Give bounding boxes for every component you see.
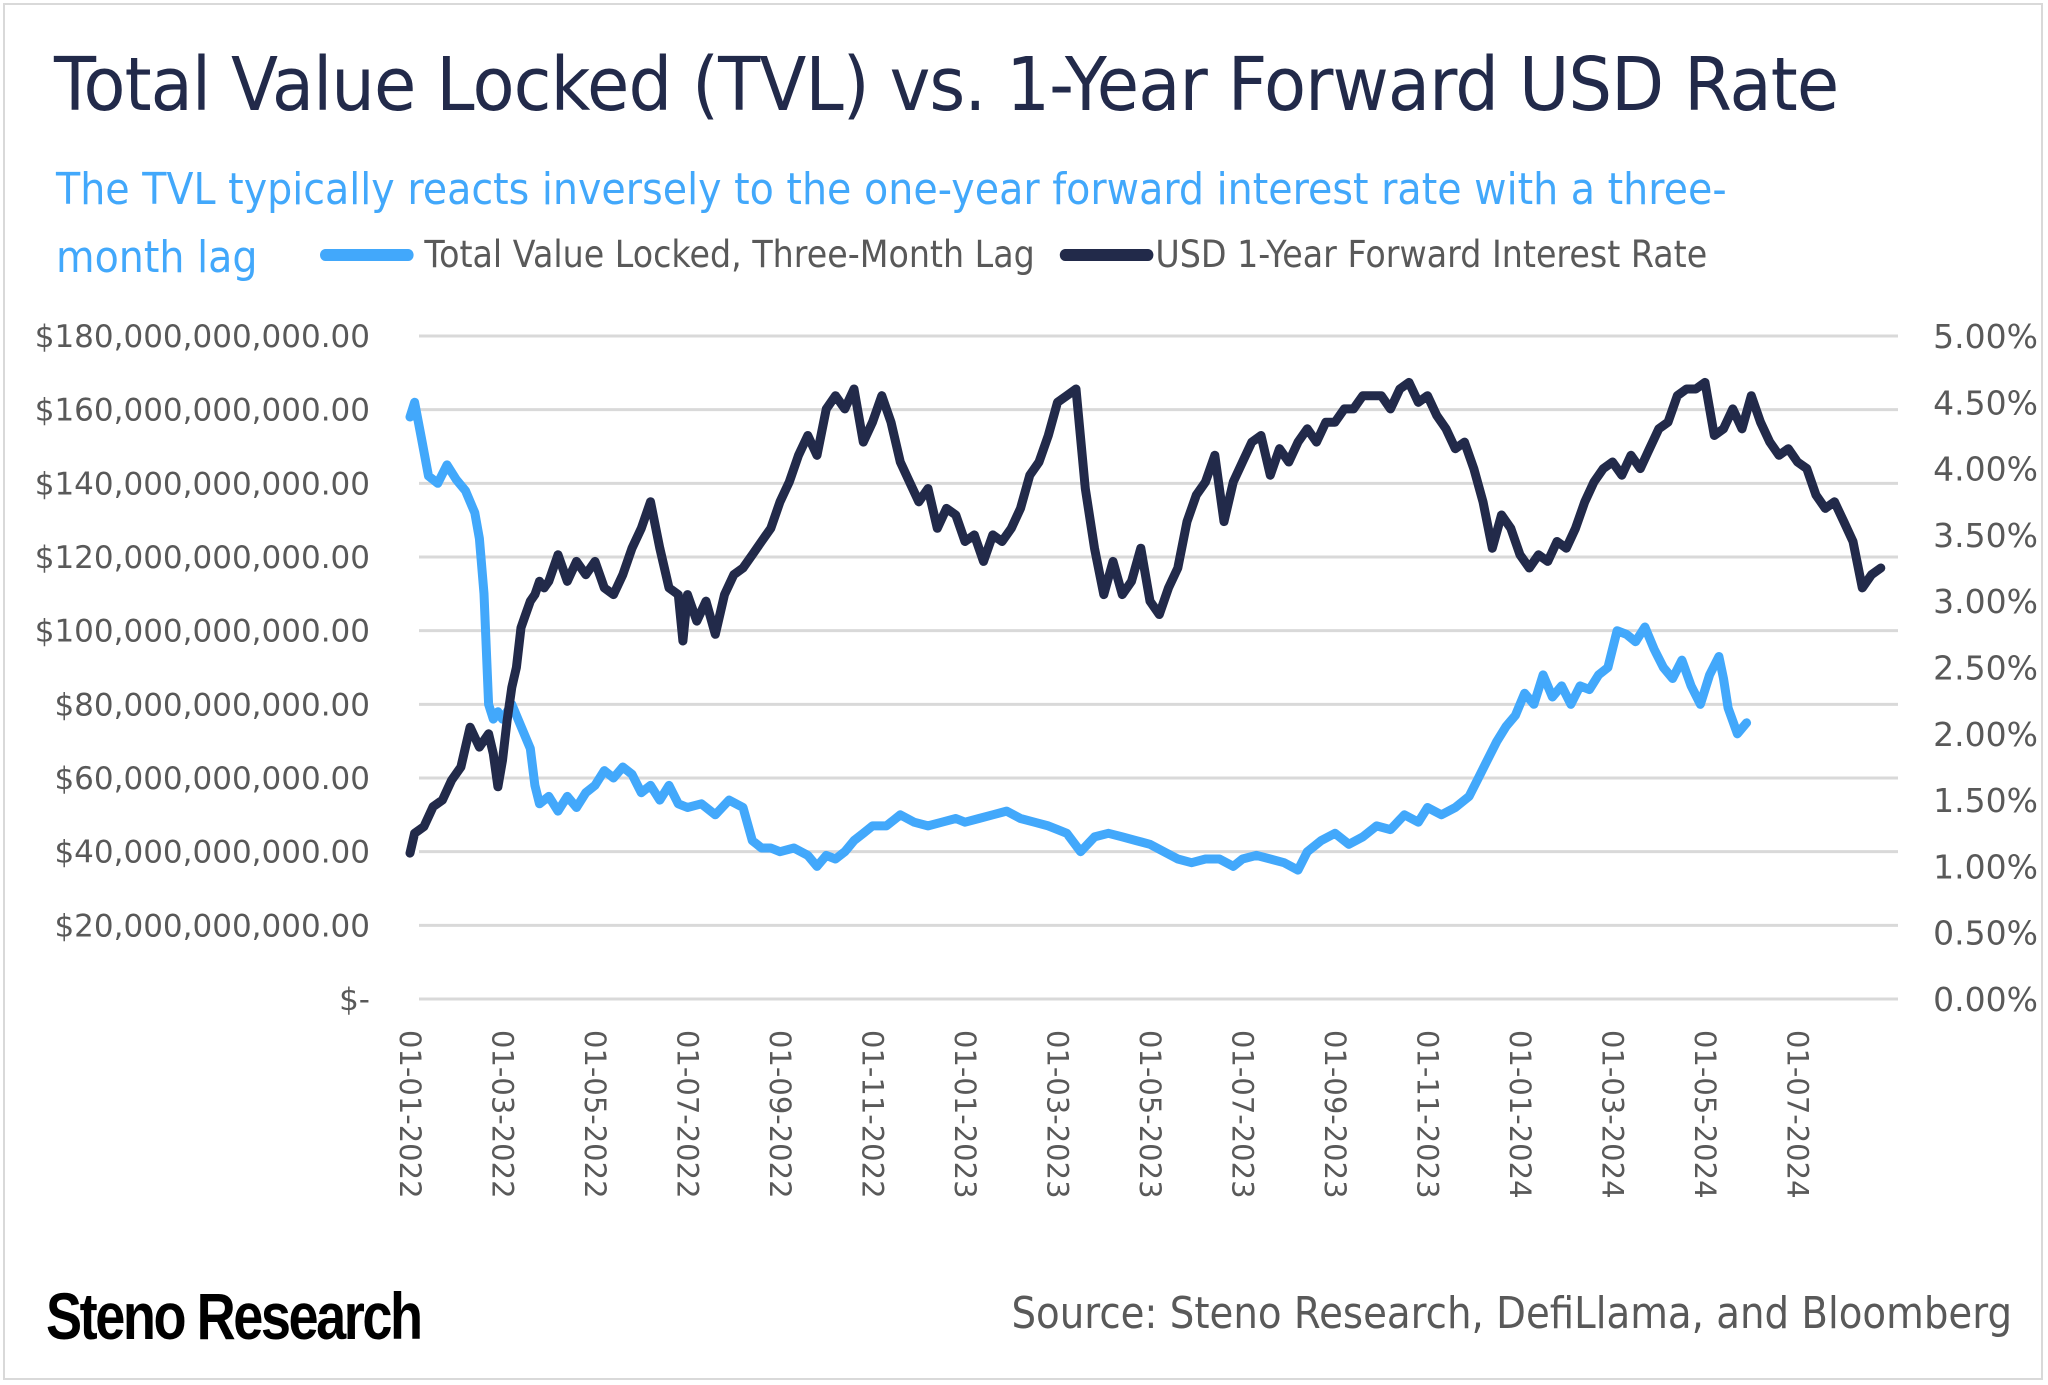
y-right-tick-label: 4.50% (1933, 383, 2038, 422)
y-left-tick-label: $120,000,000,000.00 (35, 540, 370, 576)
source-note: Source: Steno Research, DefiLlama, and B… (1011, 1288, 2012, 1339)
y-right-tick-label: 5.00% (1933, 317, 2038, 356)
x-tick-label: 01-01-2024 (1503, 1030, 1537, 1199)
x-tick-label: 01-03-2023 (1041, 1030, 1075, 1199)
y-left-tick-label: $180,000,000,000.00 (35, 319, 370, 355)
y-right-tick-label: 4.00% (1933, 450, 2038, 489)
x-tick-label: 01-03-2022 (486, 1030, 520, 1199)
y-left-tick-label: $160,000,000,000.00 (35, 393, 370, 429)
y-left-tick-label: $20,000,000,000.00 (54, 908, 370, 944)
legend-item-tvl: Total Value Locked, Three-Month Lag (320, 233, 1035, 276)
x-tick-label: 01-07-2023 (1226, 1030, 1260, 1199)
x-tick-label: 01-11-2022 (856, 1030, 890, 1199)
x-tick-label: 01-01-2022 (393, 1030, 427, 1199)
x-tick-label: 01-01-2023 (948, 1030, 982, 1199)
rate-series-line (405, 377, 1886, 858)
x-tick-label: 01-07-2022 (671, 1030, 705, 1199)
steno-research-logo: Steno Research (46, 1279, 423, 1353)
x-tick-label: 01-11-2023 (1411, 1030, 1445, 1199)
y-right-tick-label: 1.50% (1933, 781, 2038, 820)
x-tick-label: 01-09-2023 (1318, 1030, 1352, 1199)
tvl-series-line (405, 397, 1752, 875)
legend-swatch-tvl (320, 248, 414, 261)
x-tick-label: 01-05-2023 (1133, 1030, 1167, 1199)
x-tick-label: 01-03-2024 (1596, 1030, 1630, 1199)
x-tick-label: 01-05-2024 (1688, 1030, 1722, 1199)
y-right-tick-label: 1.00% (1933, 847, 2038, 886)
y-left-tick-label: $40,000,000,000.00 (54, 835, 370, 871)
y-right-tick-label: 3.50% (1933, 516, 2038, 555)
y-left-tick-label: $80,000,000,000.00 (54, 687, 370, 723)
legend-label-rate: USD 1-Year Forward Interest Rate (1155, 233, 1708, 276)
y-right-tick-label: 2.50% (1933, 649, 2038, 688)
legend-label-tvl: Total Value Locked, Three-Month Lag (424, 233, 1035, 276)
legend-item-rate: USD 1-Year Forward Interest Rate (1059, 233, 1708, 276)
y-left-tick-label: $100,000,000,000.00 (35, 614, 370, 650)
y-right-tick-label: 3.00% (1933, 582, 2038, 621)
y-right-tick-label: 0.50% (1933, 914, 2038, 953)
chart-title: Total Value Locked (TVL) vs. 1-Year Forw… (54, 42, 1839, 128)
y-right-tick-label: 2.00% (1933, 715, 2038, 754)
x-tick-label: 01-09-2022 (763, 1030, 797, 1199)
legend-swatch-rate (1059, 248, 1154, 261)
y-left-tick-label: $- (339, 982, 370, 1018)
x-tick-label: 01-07-2024 (1781, 1030, 1815, 1199)
x-tick-label: 01-05-2022 (578, 1030, 612, 1199)
chart-legend: Total Value Locked, Three-Month Lag USD … (320, 233, 1732, 276)
y-left-tick-label: $60,000,000,000.00 (54, 761, 370, 797)
chart-subtitle: The TVL typically reacts inversely to th… (56, 164, 1727, 283)
y-left-tick-label: $140,000,000,000.00 (35, 466, 370, 502)
y-right-tick-label: 0.00% (1933, 980, 2038, 1019)
